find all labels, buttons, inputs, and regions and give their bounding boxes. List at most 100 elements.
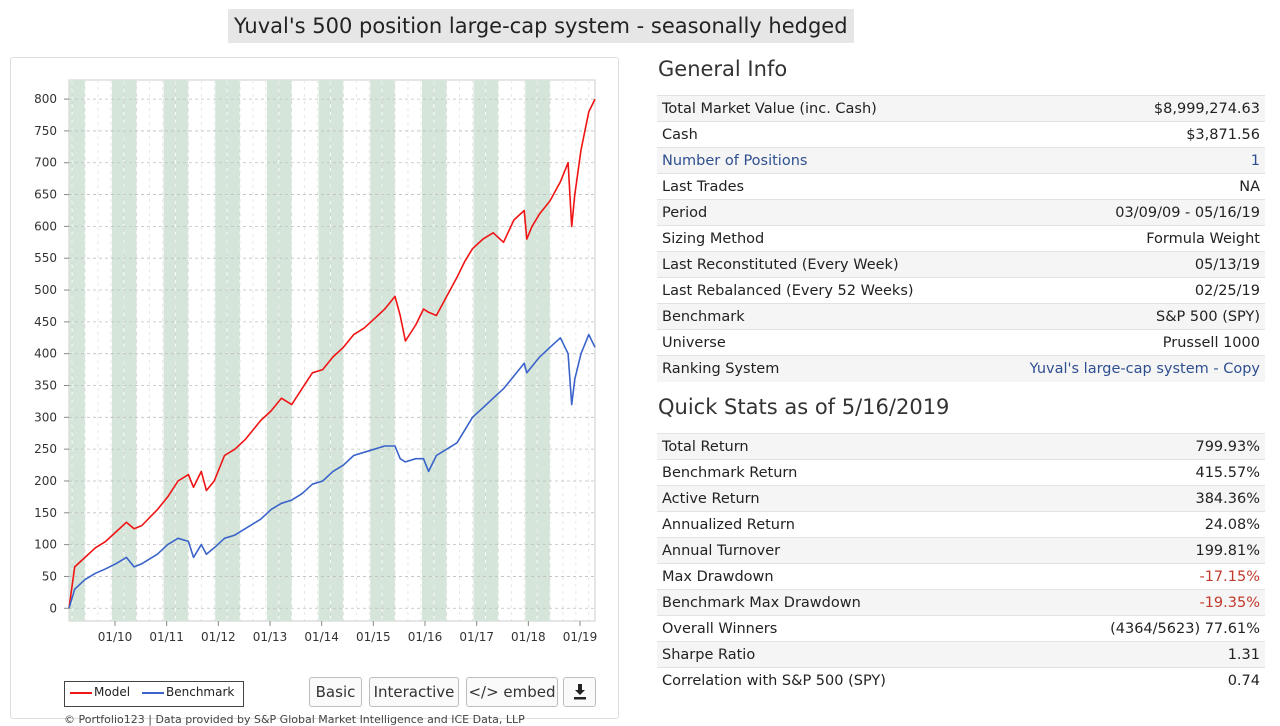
table-row: Active Return 384.36% [657, 485, 1265, 512]
table-row: Number of Positions 1 [657, 147, 1265, 174]
hedge-period-band [215, 80, 241, 621]
row-value: 05/13/19 [973, 251, 1265, 278]
interactive-button[interactable]: Interactive [369, 677, 459, 707]
basic-button[interactable]: Basic [309, 677, 362, 707]
row-label: Annualized Return [657, 511, 1019, 538]
row-value: 1.31 [1018, 641, 1265, 668]
x-tick-label: 01/17 [459, 630, 494, 644]
row-label: Benchmark Return [657, 459, 1019, 486]
download-icon [573, 684, 586, 700]
row-label: Max Drawdown [657, 563, 1019, 590]
table-row: Ranking System Yuval's large-cap system -… [657, 355, 1265, 382]
ranking-system-link[interactable]: Yuval's large-cap system - Copy [973, 355, 1265, 382]
row-label: Benchmark Max Drawdown [657, 589, 1019, 616]
row-label: Sizing Method [657, 225, 974, 252]
number-of-positions-link[interactable]: Number of Positions [657, 147, 974, 174]
legend-model-swatch [70, 692, 92, 694]
performance-chart[interactable]: 0 50 100 150 200 250 300 350 400 450 500 550 600 650 7… [11, 58, 618, 658]
y-tick-label: 250 [34, 442, 57, 456]
table-row: Max Drawdown -17.15% [657, 563, 1265, 590]
x-tick-label: 01/11 [149, 630, 184, 644]
y-tick-label: 800 [34, 92, 57, 106]
legend-benchmark-label: Benchmark [166, 685, 235, 699]
legend-benchmark-swatch [142, 692, 164, 694]
general-info-title: General Info [658, 57, 788, 81]
row-label: Universe [657, 329, 974, 356]
x-tick-label: 01/18 [511, 630, 546, 644]
row-value: 24.08% [1018, 511, 1265, 538]
row-label: Overall Winners [657, 615, 1019, 642]
table-row: Last Reconstituted (Every Week) 05/13/19 [657, 251, 1265, 278]
row-value: 02/25/19 [973, 277, 1265, 304]
x-tick-label: 01/10 [98, 630, 133, 644]
x-tick-label: 01/13 [253, 630, 288, 644]
table-row: Universe Prussell 1000 [657, 329, 1265, 356]
row-value: Prussell 1000 [973, 329, 1265, 356]
chart-legend: Model Benchmark [64, 681, 244, 707]
y-tick-label: 0 [49, 601, 57, 615]
y-tick-label: 500 [34, 283, 57, 297]
y-tick-label: 700 [34, 156, 57, 170]
row-label: Cash [657, 121, 974, 148]
row-value: (4364/5623) 77.61% [1018, 615, 1265, 642]
embed-button[interactable]: </> embed [466, 677, 558, 707]
hedge-period-band [266, 80, 292, 621]
row-label: Active Return [657, 485, 1019, 512]
row-value: Formula Weight [973, 225, 1265, 252]
quick-stats-table: Total Return 799.93% Benchmark Return 415.… [657, 433, 1265, 694]
row-label: Annual Turnover [657, 537, 1019, 564]
y-tick-label: 300 [34, 410, 57, 424]
chart-credit: © Portfolio123 | Data provided by S&P Gl… [64, 713, 525, 726]
table-row: Annual Turnover 199.81% [657, 537, 1265, 564]
row-value: S&P 500 (SPY) [973, 303, 1265, 330]
row-label: Last Reconstituted (Every Week) [657, 251, 974, 278]
y-tick-label: 650 [34, 188, 57, 202]
row-value: -19.35% [1018, 589, 1265, 616]
row-value: $3,871.56 [973, 121, 1265, 148]
y-tick-label: 350 [34, 379, 57, 393]
row-value: 199.81% [1018, 537, 1265, 564]
x-tick-label: 01/19 [563, 630, 598, 644]
table-row: Annualized Return 24.08% [657, 511, 1265, 538]
table-row: Benchmark Return 415.57% [657, 459, 1265, 486]
table-row: Sizing Method Formula Weight [657, 225, 1265, 252]
x-tick-label: 01/16 [408, 630, 443, 644]
table-row: Period 03/09/09 - 05/16/19 [657, 199, 1265, 226]
table-row: Overall Winners (4364/5623) 77.61% [657, 615, 1265, 642]
download-button[interactable] [563, 677, 596, 707]
row-label: Total Return [657, 433, 1019, 460]
row-value: 384.36% [1018, 485, 1265, 512]
series-line-model [68, 98, 596, 609]
performance-chart-panel: 0 50 100 150 200 250 300 350 400 450 500 550 600 650 7… [10, 57, 619, 726]
hedge-period-band [421, 80, 447, 621]
row-label: Ranking System [657, 355, 974, 382]
table-row: Benchmark S&P 500 (SPY) [657, 303, 1265, 330]
row-value: $8,999,274.63 [973, 95, 1265, 122]
row-value: 415.57% [1018, 459, 1265, 486]
page-title: Yuval's 500 position large-cap system - … [228, 9, 854, 43]
hedge-period-band [69, 80, 86, 621]
number-of-positions-value-link[interactable]: 1 [973, 147, 1265, 174]
series-line-benchmark [68, 333, 596, 609]
row-label: Last Trades [657, 173, 974, 200]
row-value: 799.93% [1018, 433, 1265, 460]
y-tick-label: 450 [34, 315, 57, 329]
hedge-period-band [163, 80, 189, 621]
legend-model-label: Model [94, 685, 131, 699]
row-label: Period [657, 199, 974, 226]
row-label: Sharpe Ratio [657, 641, 1019, 668]
row-value: NA [973, 173, 1265, 200]
table-row: Correlation with S&P 500 (SPY) 0.74 [657, 667, 1265, 694]
hedge-period-band [111, 80, 137, 621]
x-tick-label: 01/12 [201, 630, 236, 644]
row-label: Last Rebalanced (Every 52 Weeks) [657, 277, 974, 304]
row-value: 03/09/09 - 05/16/19 [973, 199, 1265, 226]
table-row: Last Trades NA [657, 173, 1265, 200]
hedge-period-band [473, 80, 499, 621]
row-value: 0.74 [1018, 667, 1265, 694]
table-row: Benchmark Max Drawdown -19.35% [657, 589, 1265, 616]
table-row: Last Rebalanced (Every 52 Weeks) 02/25/19 [657, 277, 1265, 304]
row-value: -17.15% [1018, 563, 1265, 590]
y-tick-label: 600 [34, 219, 57, 233]
y-tick-label: 550 [34, 251, 57, 265]
